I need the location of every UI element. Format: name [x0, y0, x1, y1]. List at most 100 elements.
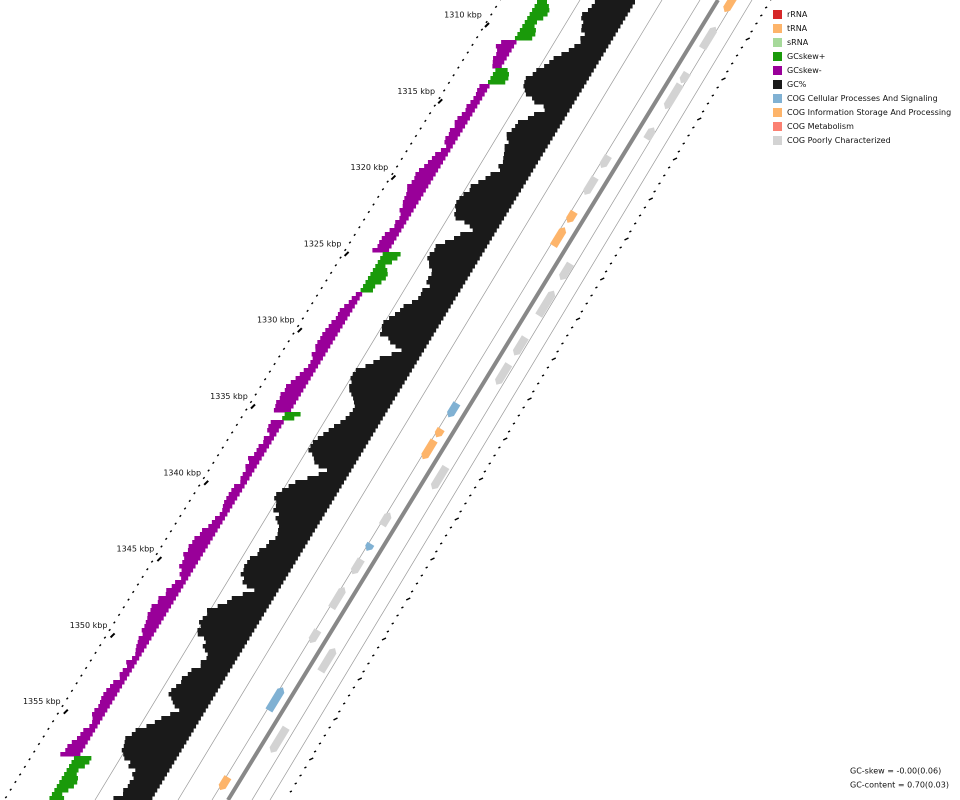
gc-content-bar — [206, 656, 238, 661]
gene-arrow — [430, 464, 450, 490]
gc-content-bar — [459, 196, 517, 201]
gc-content-bar — [390, 340, 429, 345]
scale-tick — [478, 477, 484, 481]
gc-content-bar — [515, 124, 560, 129]
scale-tick — [580, 310, 584, 313]
gene-arrow — [317, 648, 337, 674]
gc-skew-bar — [127, 664, 135, 669]
gene-arrow — [378, 512, 392, 528]
gc-content-bar — [506, 136, 553, 141]
gc-skew-bar — [284, 412, 301, 417]
gc-content-bar — [200, 660, 235, 665]
minor-tick — [254, 393, 257, 396]
track-line — [251, 0, 736, 800]
gc-content-bar — [428, 276, 468, 281]
gene — [550, 227, 567, 248]
scale-tick — [347, 694, 351, 697]
gc-skew-bar — [370, 272, 388, 277]
legend-swatch — [773, 80, 782, 89]
gc-skew-bar — [488, 80, 506, 85]
gc-skew-bar — [106, 688, 120, 693]
minor-tick — [329, 271, 333, 275]
backbone — [226, 0, 720, 800]
gc-content-bar — [490, 172, 531, 177]
gc-skew-bar — [147, 616, 164, 621]
gc-skew-bar — [136, 644, 147, 649]
gc-skew-bar — [495, 44, 515, 49]
scale-tick — [565, 334, 569, 337]
minor-tick — [358, 226, 361, 229]
gc-skew-bar — [461, 112, 473, 117]
gc-skew-bar — [355, 292, 363, 297]
minor-tick — [433, 104, 437, 107]
tick-label: 1350 kbp — [70, 621, 108, 630]
gc-content-bar — [125, 736, 189, 741]
minor-tick — [348, 241, 352, 244]
tick-label: 1345 kbp — [117, 545, 155, 554]
gc-skew-bar — [71, 760, 90, 765]
major-tick — [250, 403, 256, 410]
gene-arrow — [566, 209, 578, 223]
gene — [328, 587, 346, 611]
scale-tick — [362, 670, 365, 673]
minor-tick — [51, 720, 55, 723]
gc-skew-bar — [492, 64, 502, 69]
gc-skew-bar — [495, 68, 508, 73]
gc-skew-bar — [394, 224, 404, 229]
gene — [723, 0, 738, 13]
gc-content-bar — [200, 624, 257, 629]
gc-skew-bar — [402, 200, 419, 205]
gene — [350, 557, 365, 575]
gc-content-bar — [276, 500, 332, 505]
gc-skew-bar — [158, 596, 176, 601]
minor-tick — [127, 598, 130, 601]
gc-skew-bar — [537, 0, 547, 5]
gc-content-bar — [204, 636, 250, 641]
scale-tick — [483, 470, 487, 473]
gc-skew-bar — [411, 180, 431, 185]
gc-content-bar — [456, 200, 514, 205]
gc-skew-bar — [524, 20, 537, 25]
gc-content-bar — [199, 620, 260, 625]
gc-skew-bar — [492, 60, 505, 65]
gc-content-bar — [323, 432, 374, 437]
gc-content-bar — [388, 336, 432, 341]
legend-swatch — [773, 10, 782, 19]
gc-content-bar — [172, 700, 211, 705]
gc-content-bar — [469, 224, 500, 229]
gc-content-bar — [326, 468, 352, 473]
track-line — [94, 0, 581, 800]
gc-content-bar — [422, 288, 461, 293]
gc-skew-bar — [310, 360, 321, 365]
major-tick — [390, 174, 397, 181]
gc-skew-bar — [532, 8, 550, 13]
minor-tick — [249, 400, 253, 404]
gc-content-bar — [581, 28, 619, 33]
gc-skew-bar — [517, 32, 536, 37]
scale-tick — [629, 230, 632, 233]
gc-content-bar — [431, 272, 471, 277]
minor-tick — [155, 552, 159, 556]
legend-swatch — [773, 108, 782, 117]
gc-content-bar — [504, 148, 546, 153]
gc-skew-bar — [415, 172, 436, 177]
minor-tick — [141, 575, 144, 579]
minor-tick — [376, 195, 380, 199]
gc-skew-bar — [179, 572, 191, 577]
gc-skew-bar — [351, 296, 360, 301]
gc-content-bar — [345, 416, 383, 421]
tick-label: 1310 kbp — [444, 11, 482, 20]
gc-skew-bar — [242, 472, 252, 477]
minor-tick — [315, 294, 319, 297]
minor-tick — [117, 613, 121, 617]
scale-tick — [721, 77, 726, 81]
minor-tick — [306, 309, 309, 313]
gc-skew-bar — [399, 208, 414, 213]
gene-arrow — [434, 426, 445, 438]
scale-tick — [682, 142, 686, 145]
gc-content-bar — [394, 312, 446, 317]
gc-content-bar — [511, 128, 558, 133]
gc-content-bar — [498, 164, 536, 169]
scale-tick — [624, 237, 629, 241]
gc-content-bar — [426, 280, 466, 285]
